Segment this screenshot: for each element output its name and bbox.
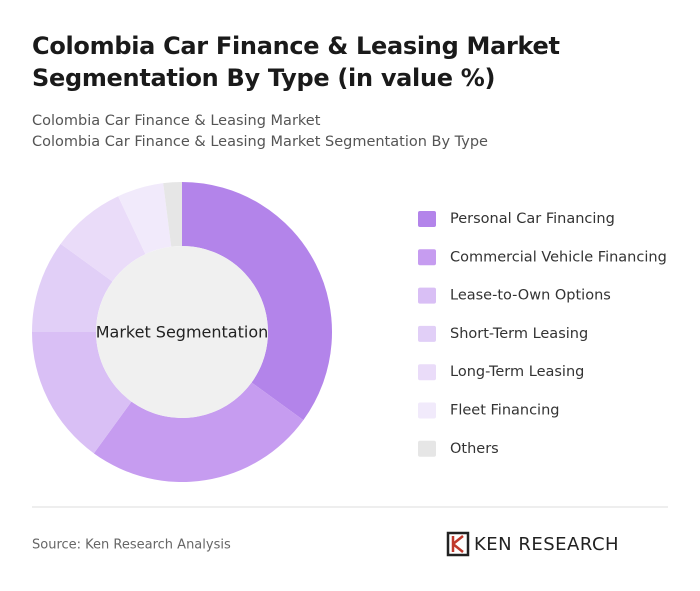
legend-label: Commercial Vehicle Financing [450,249,667,265]
legend-label: Long-Term Leasing [450,364,584,380]
subtitle: Colombia Car Finance & Leasing Market [32,113,321,129]
slice [93,382,304,482]
slice [32,243,113,332]
legend-swatch [418,402,436,419]
source: Source: Ken Research Analysis [32,538,231,553]
subtitle: Colombia Car Finance & Leasing Market Se… [32,134,488,150]
legend-swatch [418,325,436,342]
logo-icon [451,535,464,553]
center-label: Market Segmentation [96,323,269,342]
legend-swatch [418,249,436,266]
logo-icon [446,531,470,557]
legend-label: Lease-to-Own Options [450,288,611,304]
legend-swatch [418,364,436,381]
slice [182,182,332,421]
slice [163,182,182,247]
legend-swatch [418,440,436,457]
legend-label: Others [450,441,499,457]
legend-swatch [418,211,436,227]
logo: KEN RESEARCH [446,531,619,557]
legend-swatch [418,287,436,304]
slice [32,332,132,454]
legend-label: Fleet Financing [450,403,559,419]
slice [118,183,172,255]
logo-text: KEN RESEARCH [474,534,619,555]
slice [60,196,146,282]
legend-label: Personal Car Financing [450,211,615,227]
legend-label: Short-Term Leasing [450,326,588,342]
donut-hole [96,246,268,418]
chart-title: Colombia Car Finance & Leasing Market Se… [32,32,560,92]
